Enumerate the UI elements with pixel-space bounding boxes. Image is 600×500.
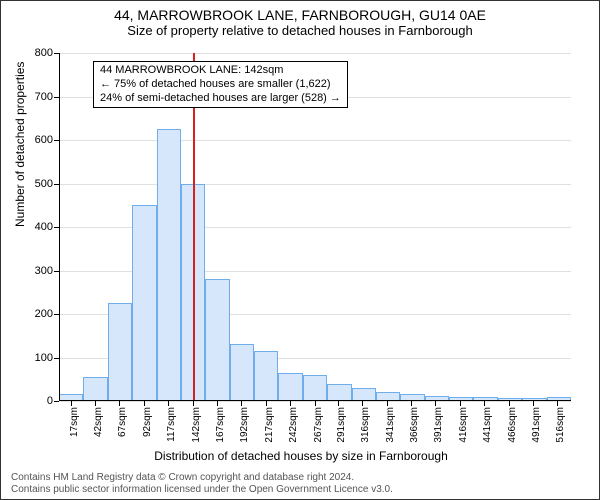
x-tick-label: 167sqm — [215, 407, 226, 443]
annotation-box: 44 MARROWBROOK LANE: 142sqm← 75% of deta… — [93, 61, 348, 108]
x-tick — [71, 401, 72, 406]
annotation-line: 24% of semi-detached houses are larger (… — [100, 92, 341, 106]
x-tick-label: 42sqm — [93, 407, 104, 437]
x-tick — [338, 401, 339, 406]
x-tick — [460, 401, 461, 406]
x-tick-label: 441sqm — [482, 407, 493, 443]
x-tick-label: 316sqm — [360, 407, 371, 443]
histogram-bar — [108, 303, 132, 401]
annotation-line: 44 MARROWBROOK LANE: 142sqm — [100, 64, 341, 78]
x-tick — [217, 401, 218, 406]
x-tick-label: 366sqm — [409, 407, 420, 443]
x-tick-label: 142sqm — [191, 407, 202, 443]
footnote: Contains HM Land Registry data © Crown c… — [11, 472, 393, 495]
x-tick — [144, 401, 145, 406]
histogram-bar — [83, 377, 107, 401]
x-tick — [266, 401, 267, 406]
annotation-line: ← 75% of detached houses are smaller (1,… — [100, 78, 341, 92]
y-tick — [54, 401, 59, 402]
x-tick-label: 267sqm — [313, 407, 324, 443]
chart-container: 44, MARROWBROOK LANE, FARNBOROUGH, GU14 … — [0, 0, 600, 500]
x-tick-label: 217sqm — [264, 407, 275, 443]
x-tick-label: 291sqm — [336, 407, 347, 443]
x-tick-label: 117sqm — [166, 407, 177, 442]
y-tick-label: 300 — [35, 265, 53, 277]
plot-area: 010020030040050060070080017sqm42sqm67sqm… — [59, 53, 571, 401]
histogram-bar — [327, 384, 351, 401]
x-tick-label: 17sqm — [69, 407, 80, 437]
x-tick — [387, 401, 388, 406]
x-tick-label: 466sqm — [507, 407, 518, 443]
histogram-bar — [230, 344, 254, 401]
histogram-bar — [254, 351, 278, 401]
y-tick-label: 0 — [47, 395, 53, 407]
y-axis-label: Number of detached properties — [13, 62, 27, 227]
x-tick-label: 67sqm — [117, 407, 128, 437]
x-tick — [533, 401, 534, 406]
chart-title: 44, MARROWBROOK LANE, FARNBOROUGH, GU14 … — [1, 7, 599, 23]
x-tick — [411, 401, 412, 406]
x-tick — [315, 401, 316, 406]
y-tick-label: 500 — [35, 178, 53, 190]
x-tick — [435, 401, 436, 406]
footnote-line: Contains HM Land Registry data © Crown c… — [11, 472, 393, 484]
x-tick — [290, 401, 291, 406]
gridline — [59, 53, 571, 54]
footnote-line: Contains public sector information licen… — [11, 484, 393, 496]
x-tick-label: 491sqm — [531, 407, 542, 443]
chart-subtitle: Size of property relative to detached ho… — [1, 23, 599, 38]
title-block: 44, MARROWBROOK LANE, FARNBOROUGH, GU14 … — [1, 1, 599, 38]
histogram-bar — [157, 129, 181, 401]
histogram-bar — [205, 279, 229, 401]
y-tick-label: 800 — [35, 47, 53, 59]
histogram-bar — [278, 373, 302, 401]
y-tick-label: 400 — [35, 221, 53, 233]
x-tick-label: 192sqm — [239, 407, 250, 443]
y-tick-label: 700 — [35, 91, 53, 103]
y-tick-label: 200 — [35, 308, 53, 320]
x-tick — [484, 401, 485, 406]
x-tick-label: 242sqm — [288, 407, 299, 443]
x-tick-label: 516sqm — [555, 407, 566, 443]
x-tick-label: 341sqm — [385, 407, 396, 443]
x-tick — [193, 401, 194, 406]
y-tick-label: 100 — [35, 352, 53, 364]
y-axis-line — [59, 53, 60, 401]
gridline — [59, 184, 571, 185]
x-tick-label: 416sqm — [458, 407, 469, 443]
x-tick-label: 391sqm — [433, 407, 444, 443]
x-tick — [241, 401, 242, 406]
gridline — [59, 140, 571, 141]
x-tick — [119, 401, 120, 406]
x-axis-label: Distribution of detached houses by size … — [1, 449, 600, 463]
x-tick — [95, 401, 96, 406]
x-tick — [362, 401, 363, 406]
histogram-bar — [132, 205, 156, 401]
x-tick — [168, 401, 169, 406]
x-tick — [509, 401, 510, 406]
x-tick — [557, 401, 558, 406]
histogram-bar — [303, 375, 327, 401]
y-tick-label: 600 — [35, 134, 53, 146]
x-tick-label: 92sqm — [142, 407, 153, 437]
x-axis-line — [59, 400, 571, 401]
